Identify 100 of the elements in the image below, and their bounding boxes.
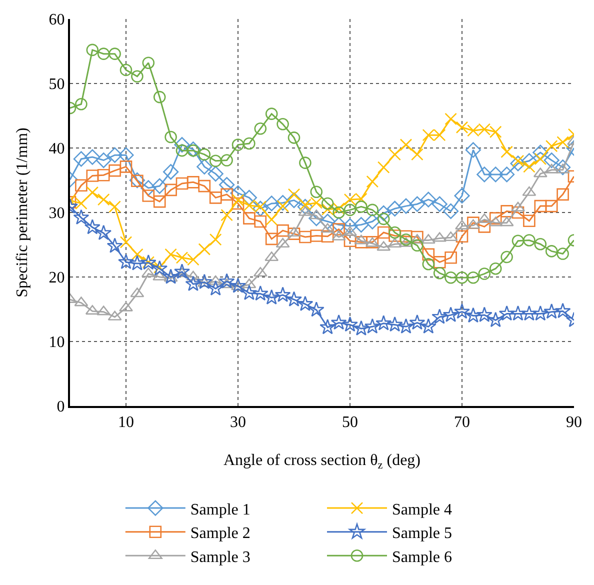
point: [164, 130, 177, 144]
point: [209, 233, 222, 246]
point: [174, 263, 190, 279]
point: [75, 179, 88, 192]
point: [512, 154, 524, 168]
point: [387, 200, 403, 216]
point: [208, 280, 224, 296]
point: [521, 305, 538, 321]
point: [500, 205, 513, 218]
point: [231, 280, 245, 290]
point: [511, 202, 525, 212]
x-tick-label: 10: [118, 414, 134, 432]
point: [299, 156, 312, 169]
point: [555, 160, 571, 176]
point: [523, 234, 536, 246]
point: [288, 132, 300, 144]
point: [187, 176, 200, 188]
point: [97, 168, 110, 182]
point: [420, 192, 436, 208]
y-tick-label: 0: [56, 398, 65, 416]
point: [119, 302, 133, 312]
point: [310, 186, 323, 198]
point: [265, 213, 278, 226]
point: [532, 305, 548, 321]
point: [342, 218, 358, 234]
point: [444, 272, 457, 284]
point: [73, 151, 89, 167]
point: [232, 194, 244, 206]
point: [308, 302, 324, 317]
point: [254, 122, 267, 135]
legend-label: Sample 5: [392, 525, 452, 542]
point: [232, 138, 244, 151]
point: [131, 70, 144, 83]
point: [364, 214, 380, 230]
point: [218, 273, 235, 288]
point: [432, 308, 448, 324]
point: [108, 200, 121, 213]
point: [478, 220, 491, 233]
point: [443, 203, 459, 220]
point: [523, 214, 536, 228]
point: [84, 218, 100, 234]
point: [162, 268, 179, 284]
point: [276, 224, 289, 237]
point: [209, 154, 222, 168]
point: [556, 136, 569, 148]
legend-label: Sample 6: [392, 548, 452, 566]
point: [321, 197, 334, 210]
point: [73, 209, 90, 225]
x-tick-label: 70: [454, 414, 470, 432]
y-tick-label: 60: [48, 12, 65, 29]
x-tick-label: 50: [342, 414, 358, 432]
point: [253, 266, 268, 277]
point: [254, 215, 267, 228]
point: [353, 320, 370, 336]
point: [489, 212, 502, 224]
point: [196, 274, 212, 290]
point: [556, 248, 569, 260]
point: [265, 232, 278, 246]
point: [489, 262, 502, 275]
point: [264, 196, 280, 212]
point: [75, 98, 88, 110]
point: [465, 142, 481, 158]
point: [433, 266, 446, 280]
point: [422, 248, 435, 261]
point: [454, 188, 470, 204]
point: [342, 316, 358, 332]
point: [554, 302, 571, 318]
point: [386, 316, 403, 332]
point: [153, 195, 166, 208]
point: [196, 158, 212, 174]
x-axis-title: Angle of cross section θ$_{z}$ (deg): [223, 452, 421, 472]
point: [288, 228, 300, 240]
point: [209, 192, 222, 204]
point: [208, 166, 224, 182]
point: [331, 216, 347, 233]
point: [118, 254, 134, 270]
point: [544, 152, 560, 168]
point: [532, 144, 548, 160]
point: [544, 303, 560, 319]
point: [286, 192, 302, 208]
point: [120, 64, 132, 76]
point: [299, 230, 312, 244]
point: [400, 138, 412, 151]
point: [118, 147, 134, 163]
point: [500, 250, 513, 264]
point: [108, 164, 121, 177]
point: [476, 166, 492, 182]
point: [556, 188, 569, 201]
point: [476, 306, 492, 322]
point: [198, 148, 211, 161]
point: [152, 178, 168, 194]
y-tick-label: 30: [48, 205, 65, 222]
point: [499, 166, 515, 182]
point: [456, 272, 468, 284]
point: [107, 147, 123, 163]
point: [534, 200, 547, 212]
point: [232, 197, 244, 210]
point: [488, 312, 504, 328]
point: [545, 245, 558, 258]
point: [120, 236, 132, 248]
